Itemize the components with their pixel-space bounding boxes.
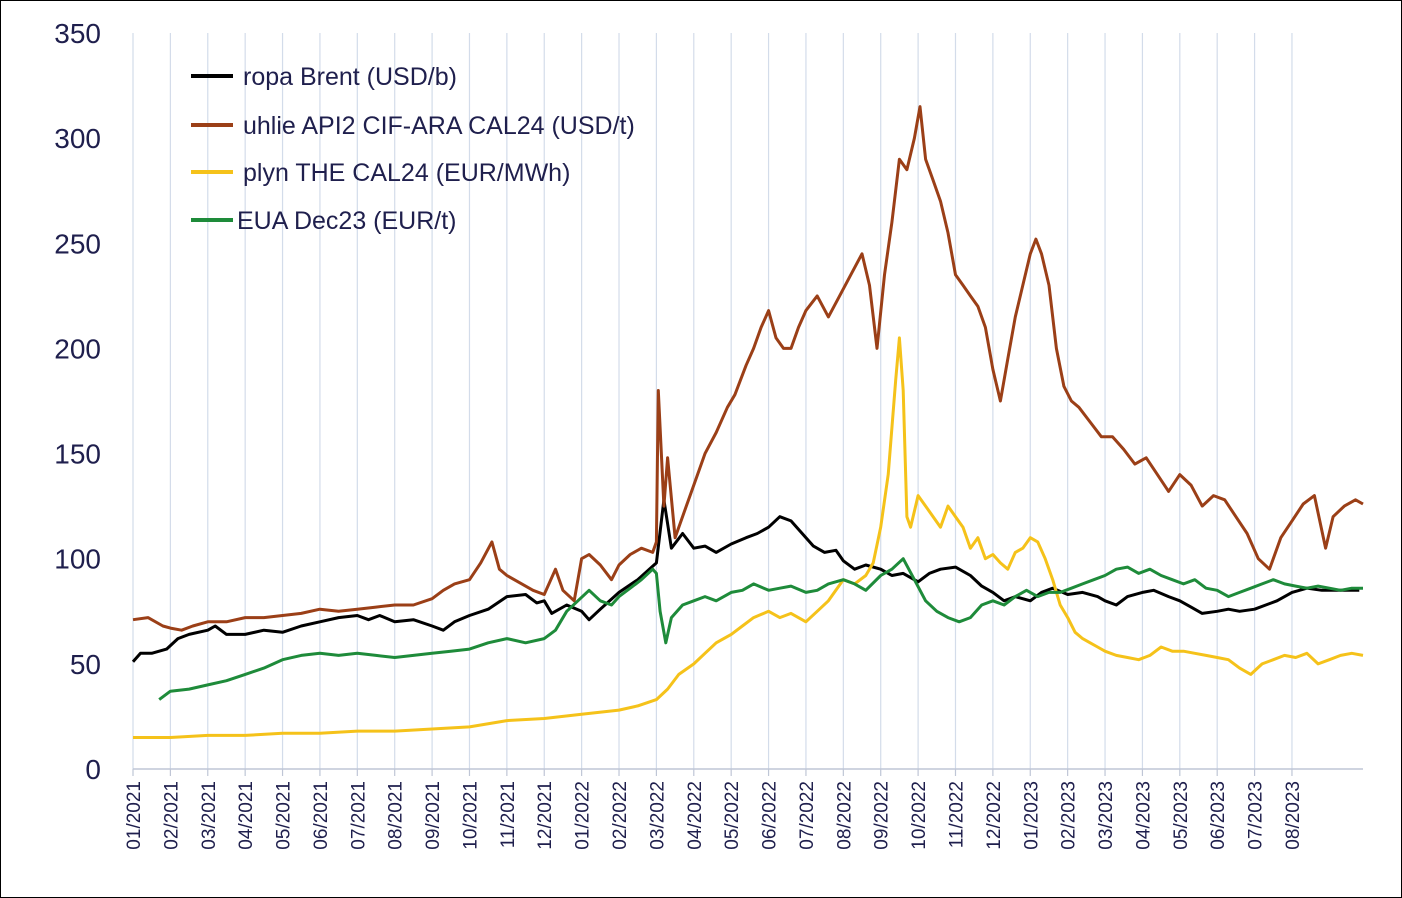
x-tick-label: 02/2023: [1059, 781, 1080, 850]
y-tick-label: 200: [54, 333, 101, 364]
x-tick-label: 06/2021: [311, 781, 332, 850]
x-tick-label: 04/2023: [1133, 781, 1154, 850]
legend: ropa Brent (USD/b) uhlie API2 CIF-ARA CAL…: [191, 63, 635, 235]
y-tick-label: 150: [54, 439, 101, 470]
series-line-1: [131, 498, 1360, 663]
y-tick-label: 250: [54, 228, 101, 259]
x-tick-label: 07/2023: [1246, 781, 1267, 850]
x-tick-label: 04/2022: [685, 781, 706, 850]
series-line-4: [158, 557, 1363, 701]
series-line-2: [132, 105, 1364, 632]
x-tick-label: 10/2021: [460, 781, 481, 850]
legend-label: plyn THE CAL24 (EUR/MWh): [243, 159, 570, 187]
x-tick-label: 12/2022: [984, 781, 1005, 850]
x-tick-label: 09/2021: [423, 781, 444, 850]
series-line-3: [133, 336, 1364, 739]
x-tick-label: 03/2023: [1096, 781, 1117, 850]
x-tick-label: 10/2022: [909, 781, 930, 850]
x-tick-label: 06/2022: [760, 781, 781, 850]
x-tick-label: 08/2021: [386, 781, 407, 850]
series-lines: [131, 105, 1364, 739]
x-tick-label: 06/2023: [1208, 781, 1229, 850]
x-tick-label: 05/2022: [722, 781, 743, 850]
x-tick-label: 01/2023: [1021, 781, 1042, 850]
x-tick-label: 12/2021: [535, 781, 556, 850]
x-tick-label: 07/2022: [797, 781, 818, 850]
y-tick-label: 350: [54, 18, 101, 49]
x-tick-label: 02/2021: [161, 781, 182, 850]
x-tick-label: 01/2022: [573, 781, 594, 850]
x-tick-label: 02/2022: [610, 781, 631, 850]
grid-lines: [132, 33, 1293, 769]
y-tick-label: 50: [70, 649, 101, 680]
legend-label: EUA Dec23 (EUR/t): [237, 207, 457, 235]
y-tick-label: 0: [85, 754, 101, 785]
x-tick-label: 07/2021: [348, 781, 369, 850]
x-tick-label: 08/2022: [834, 781, 855, 850]
x-tick-label: 11/2021: [498, 781, 519, 848]
legend-label: ropa Brent (USD/b): [243, 63, 457, 91]
y-tick-label: 300: [54, 123, 101, 154]
x-tick-label: 05/2023: [1171, 781, 1192, 850]
legend-label: uhlie API2 CIF-ARA CAL24 (USD/t): [243, 112, 635, 140]
x-tick-label: 05/2021: [274, 781, 295, 850]
x-tick-label: 01/2021: [124, 781, 145, 850]
x-tick-label: 11/2022: [946, 781, 967, 848]
y-tick-label: 100: [54, 544, 101, 575]
x-tick-label: 08/2023: [1283, 781, 1304, 850]
x-tick-label: 03/2022: [647, 781, 668, 850]
x-tick-label: 03/2021: [199, 781, 220, 850]
x-tick-label: 09/2022: [872, 781, 893, 850]
x-tick-label: 04/2021: [236, 781, 257, 850]
axes: 01/2021 02/2021 03/2021 04/2021 05/2021 06/20…: [54, 18, 1363, 850]
